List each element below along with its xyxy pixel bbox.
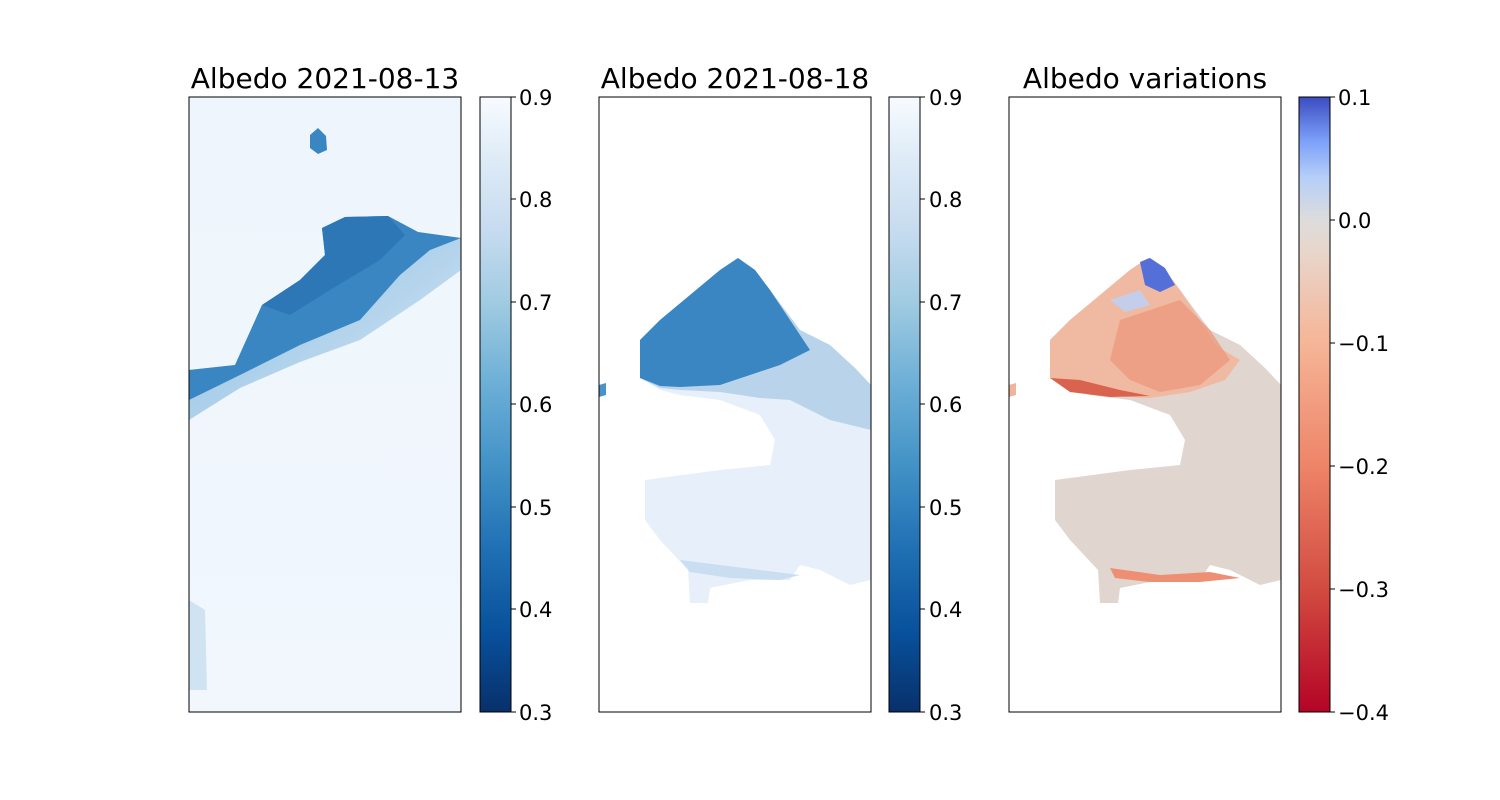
colorbar-tick-label: 0.6 (519, 393, 552, 417)
colorbar-tick-label: 0.8 (519, 188, 552, 212)
region-left-fragment (1009, 383, 1016, 397)
panel-albedo-0813: Albedo 2021-08-13 0.3 0.4 0.5 0.6 0.7 0.… (188, 62, 552, 725)
heatmap-image (1009, 258, 1281, 603)
panel-title: Albedo variations (1023, 62, 1267, 95)
colorbar-tick-label: 0.3 (519, 701, 552, 725)
colorbar-ticks: 0.3 0.4 0.5 0.6 0.7 0.8 0.9 (920, 86, 962, 725)
region-dark-upper-band (189, 216, 461, 400)
colorbar-tick-label: −0.3 (1338, 578, 1389, 602)
axes-frame (598, 96, 872, 713)
region-small-island (310, 128, 327, 154)
colorbar-tick-label: 0.9 (929, 86, 962, 110)
region-lower-streak (680, 560, 800, 580)
colorbar-tick-label: 0.7 (519, 291, 552, 315)
colorbar-tick-label: −0.4 (1338, 701, 1389, 725)
colorbar-tick-label: 0.0 (1338, 209, 1371, 233)
colorbar-tick-label: 0.4 (519, 598, 552, 622)
colorbar-tick-label: 0.6 (929, 393, 962, 417)
heatmap-image (189, 97, 461, 712)
colorbar-tick-label: 0.3 (929, 701, 962, 725)
colorbar (1298, 96, 1331, 713)
axes-frame (1008, 96, 1282, 713)
axes-frame (188, 96, 462, 713)
panel-albedo-0818: Albedo 2021-08-18 0.3 0.4 0.5 0.6 0.7 0.… (598, 62, 962, 725)
colorbar-tick-label: −0.2 (1338, 455, 1389, 479)
colorbar-tick-label: 0.7 (929, 291, 962, 315)
region-lower-streak (1110, 568, 1240, 582)
region-darkest-patch (262, 216, 405, 315)
region-lower-left-edge (189, 600, 207, 690)
panel-title: Albedo 2021-08-18 (601, 62, 869, 95)
panel-albedo-variations: Albedo variations −0.4 −0.3 −0.2 −0.1 0.… (1008, 62, 1389, 725)
region-edge-loss (1050, 378, 1150, 397)
region-strong-loss (1110, 300, 1230, 392)
region-minor-gain (1110, 290, 1150, 312)
region-left-fragment (599, 383, 606, 397)
region-northern-tip-gain (1140, 258, 1175, 292)
colorbar (479, 96, 512, 713)
colorbar-tick-label: 0.9 (519, 86, 552, 110)
colorbar-tick-label: 0.8 (929, 188, 962, 212)
region-dark-upper-lobe (640, 258, 810, 387)
colorbar-ticks: −0.4 −0.3 −0.2 −0.1 0.0 0.1 (1330, 86, 1389, 725)
colorbar-tick-label: 0.5 (519, 496, 552, 520)
heatmap-image (599, 258, 871, 603)
colorbar-tick-label: 0.4 (929, 598, 962, 622)
colorbar-ticks: 0.3 0.4 0.5 0.6 0.7 0.8 0.9 (511, 86, 552, 725)
colorbar-tick-label: 0.1 (1338, 86, 1371, 110)
panel-title: Albedo 2021-08-13 (191, 62, 459, 95)
region-bright-lower-area (189, 97, 461, 712)
colorbar-tick-label: 0.5 (929, 496, 962, 520)
colorbar (888, 96, 921, 713)
colorbar-tick-label: −0.1 (1338, 332, 1389, 356)
